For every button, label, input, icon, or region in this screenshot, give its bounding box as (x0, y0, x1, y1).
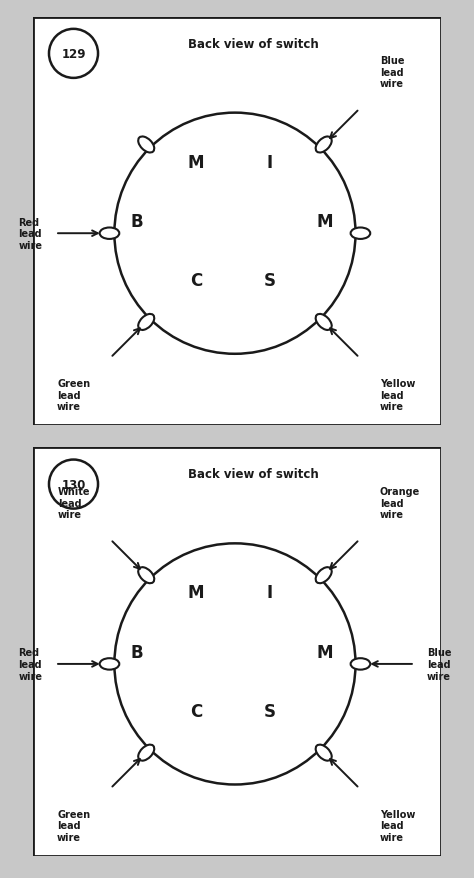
Ellipse shape (138, 567, 154, 584)
Ellipse shape (351, 228, 370, 240)
Text: Yellow
lead
wire: Yellow lead wire (380, 809, 415, 842)
Text: B: B (130, 643, 143, 661)
Text: B: B (130, 212, 143, 231)
Ellipse shape (316, 567, 332, 584)
Ellipse shape (316, 745, 332, 761)
Text: Blue
lead
wire: Blue lead wire (427, 648, 452, 680)
Ellipse shape (316, 137, 332, 154)
Text: Red
lead
wire: Red lead wire (18, 218, 43, 250)
Text: M: M (188, 154, 204, 171)
Text: Orange
lead
wire: Orange lead wire (380, 486, 420, 520)
Text: S: S (264, 272, 276, 290)
Text: Green
lead
wire: Green lead wire (57, 378, 90, 412)
Ellipse shape (138, 137, 154, 154)
Text: C: C (190, 272, 202, 290)
Text: 130: 130 (61, 478, 86, 491)
Ellipse shape (100, 658, 119, 670)
Text: White
lead
wire: White lead wire (58, 486, 90, 520)
Text: I: I (267, 584, 273, 601)
Text: M: M (188, 584, 204, 601)
Ellipse shape (138, 314, 154, 331)
Text: S: S (264, 702, 276, 720)
Text: M: M (317, 643, 333, 661)
Ellipse shape (316, 314, 332, 331)
Ellipse shape (351, 658, 370, 670)
Text: C: C (190, 702, 202, 720)
Text: I: I (267, 154, 273, 171)
Text: Green
lead
wire: Green lead wire (57, 809, 90, 842)
Ellipse shape (100, 228, 119, 240)
Text: Yellow
lead
wire: Yellow lead wire (380, 378, 415, 412)
Text: 129: 129 (61, 47, 86, 61)
Text: Back view of switch: Back view of switch (188, 468, 319, 481)
Text: M: M (317, 212, 333, 231)
Text: Red
lead
wire: Red lead wire (18, 648, 43, 680)
Text: Blue
lead
wire: Blue lead wire (380, 56, 404, 90)
Ellipse shape (138, 745, 154, 761)
Text: Back view of switch: Back view of switch (188, 38, 319, 51)
